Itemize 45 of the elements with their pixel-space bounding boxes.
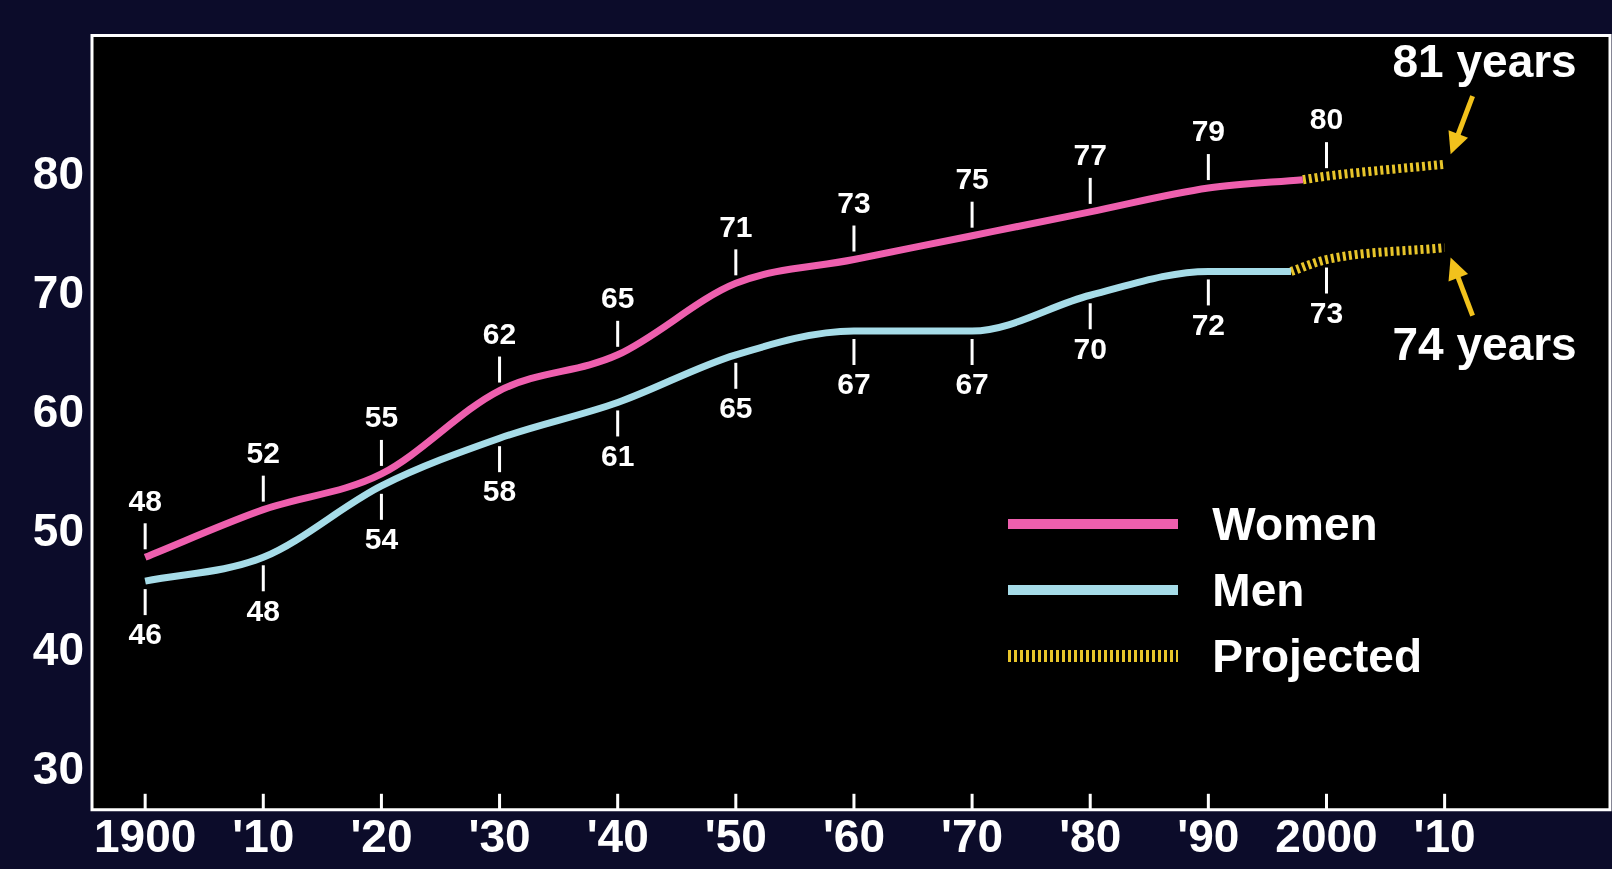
data-label: 73 bbox=[837, 185, 871, 219]
data-label: 73 bbox=[1309, 295, 1344, 329]
data-label: 77 bbox=[1073, 138, 1107, 172]
x-tick-label: '60 bbox=[822, 810, 886, 863]
data-label: 54 bbox=[364, 522, 399, 556]
data-label: 79 bbox=[1191, 114, 1226, 148]
data-label: 65 bbox=[601, 281, 635, 315]
x-tick-label: '30 bbox=[468, 810, 531, 863]
legend-label: Men bbox=[1212, 563, 1305, 617]
data-label: 46 bbox=[128, 617, 162, 651]
data-label: 71 bbox=[719, 209, 753, 243]
y-tick-label: 70 bbox=[32, 265, 84, 318]
data-label: 80 bbox=[1309, 102, 1344, 136]
x-tick-label: '80 bbox=[1059, 810, 1122, 863]
data-label: 61 bbox=[601, 438, 635, 472]
data-label: 62 bbox=[482, 316, 517, 350]
y-tick-label: 50 bbox=[32, 504, 84, 557]
legend-label: Women bbox=[1212, 497, 1378, 551]
y-tick-label: 60 bbox=[32, 385, 84, 438]
data-label: 67 bbox=[955, 367, 989, 401]
x-tick-label: '50 bbox=[704, 810, 767, 863]
x-tick-label: '10 bbox=[1413, 810, 1476, 863]
data-label: 72 bbox=[1191, 307, 1226, 341]
annotation: 74 years bbox=[1392, 318, 1577, 371]
data-label: 70 bbox=[1073, 331, 1107, 365]
x-tick-label: '70 bbox=[941, 810, 1004, 863]
y-tick-label: 30 bbox=[32, 742, 84, 795]
y-tick-label: 80 bbox=[32, 146, 84, 199]
data-label: 75 bbox=[955, 161, 989, 195]
data-label: 52 bbox=[246, 435, 280, 469]
data-label: 48 bbox=[246, 593, 280, 627]
x-tick-label: '90 bbox=[1177, 810, 1240, 863]
x-tick-label: '20 bbox=[350, 810, 413, 863]
annotation: 81 years bbox=[1392, 34, 1577, 87]
x-tick-label: '40 bbox=[586, 810, 649, 863]
x-tick-label: '10 bbox=[232, 810, 295, 863]
data-label: 67 bbox=[837, 367, 871, 401]
data-label: 55 bbox=[364, 400, 399, 434]
data-label: 65 bbox=[719, 391, 753, 425]
x-tick-label: 1900 bbox=[93, 810, 197, 863]
data-label: 58 bbox=[482, 474, 517, 508]
y-tick-label: 40 bbox=[32, 623, 84, 676]
data-label: 48 bbox=[128, 483, 162, 517]
x-tick-label: 2000 bbox=[1275, 810, 1378, 863]
legend-label: Projected bbox=[1212, 629, 1422, 683]
